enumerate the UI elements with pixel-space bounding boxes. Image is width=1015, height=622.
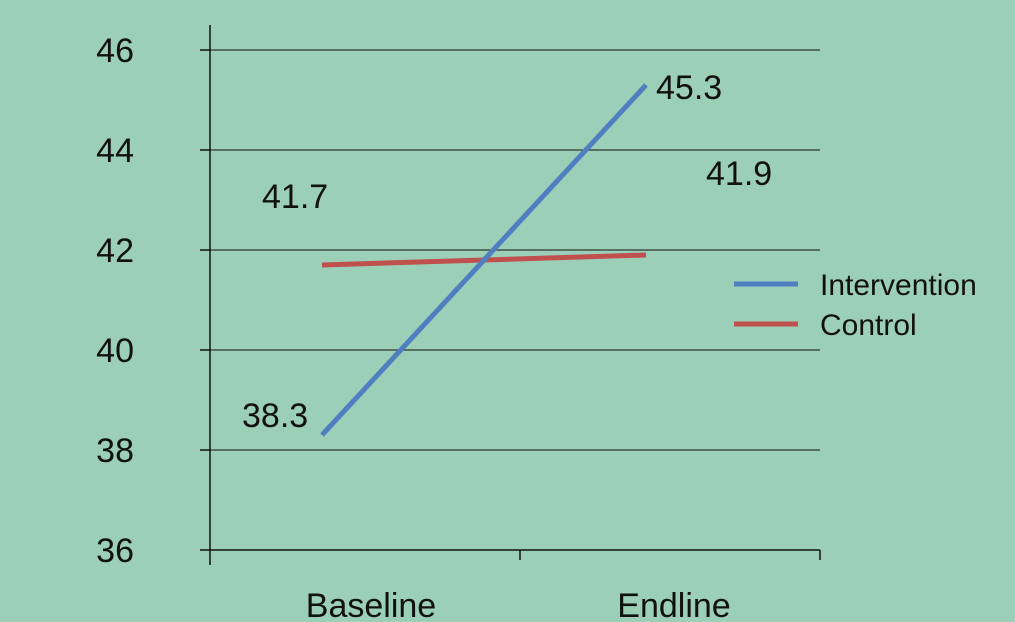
legend-label-intervention: Intervention [820, 269, 977, 302]
data-label: 41.7 [262, 178, 328, 216]
data-label: 41.9 [706, 155, 772, 193]
y-tick-label: 42 [96, 232, 134, 270]
y-tick-label: 44 [96, 132, 134, 170]
legend-label-control: Control [820, 309, 917, 342]
y-tick-label: 46 [96, 32, 134, 70]
gridlines [210, 49, 820, 451]
series-lines [320, 83, 648, 437]
y-tick-label: 40 [96, 332, 134, 370]
data-label: 38.3 [242, 397, 308, 435]
series-line-intervention [320, 83, 648, 437]
x-tick-label: Endline [617, 587, 730, 622]
legend: Intervention Control [734, 269, 977, 342]
data-labels: 38.3 45.3 41.7 41.9 [242, 69, 772, 435]
x-tick-label: Baseline [306, 587, 436, 622]
y-tick-label: 36 [96, 532, 134, 570]
data-label: 45.3 [656, 69, 722, 107]
axes: 36 38 40 42 44 46 Baseline Endline [96, 25, 821, 622]
y-tick-label: 38 [96, 432, 134, 470]
